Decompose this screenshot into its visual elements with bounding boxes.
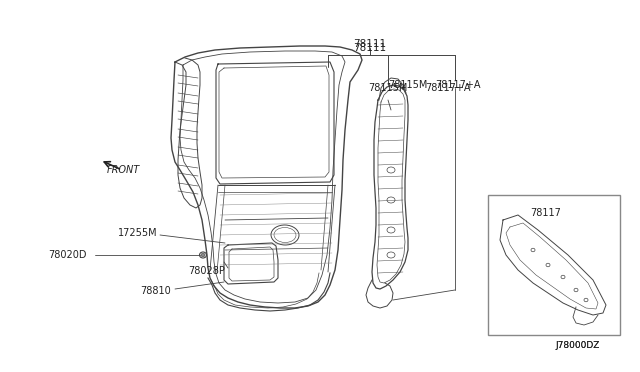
Text: 17255M: 17255M (118, 228, 157, 238)
Text: J78000DZ: J78000DZ (556, 340, 600, 350)
Ellipse shape (201, 253, 205, 257)
Text: 78117: 78117 (530, 208, 561, 218)
Text: FRONT: FRONT (107, 165, 140, 175)
Text: 78111: 78111 (353, 43, 387, 53)
Text: 78810: 78810 (140, 286, 171, 296)
Text: 78111: 78111 (353, 39, 387, 49)
Bar (488, 195, 620, 335)
Text: J78000DZ: J78000DZ (556, 340, 600, 350)
Text: 78115M: 78115M (388, 80, 428, 90)
Text: 78115M: 78115M (368, 83, 408, 93)
Text: 78020D: 78020D (48, 250, 86, 260)
Text: 78028P: 78028P (188, 266, 225, 276)
Text: 78117+A: 78117+A (435, 80, 481, 90)
Text: 78117+A: 78117+A (425, 83, 471, 93)
